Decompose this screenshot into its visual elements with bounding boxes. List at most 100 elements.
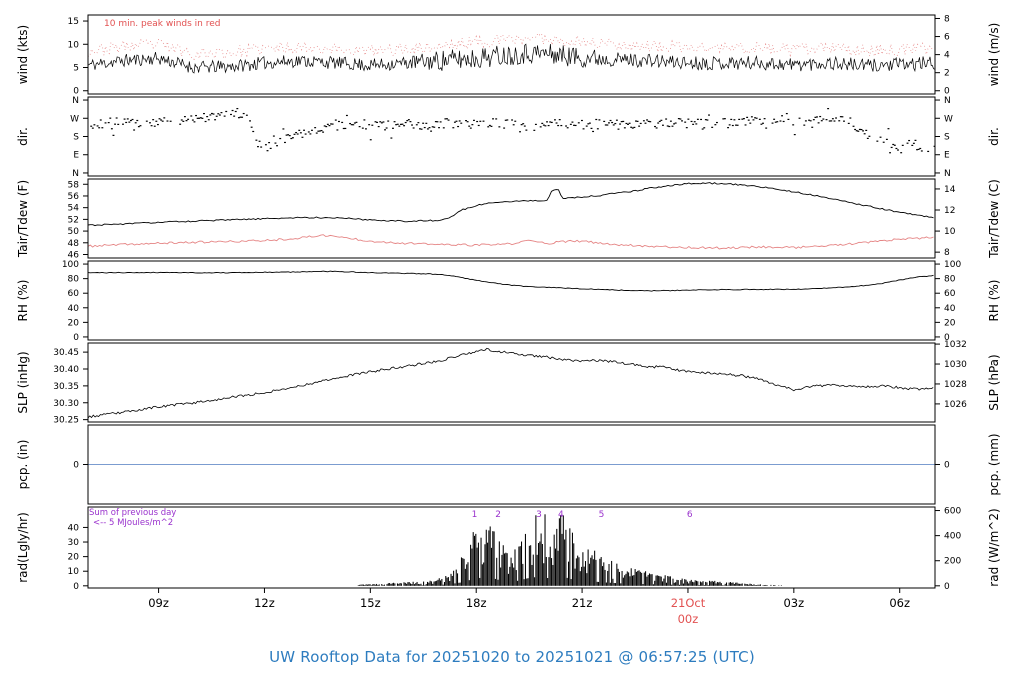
- axis-label-right-pcp: pcp. (mm): [987, 433, 1001, 495]
- dir-dot: [237, 117, 240, 119]
- dir-dot: [897, 149, 899, 151]
- dir-dot: [819, 115, 822, 118]
- dir-dot: [822, 118, 825, 120]
- dir-dot: [609, 119, 612, 122]
- dir-dot: [401, 123, 404, 125]
- ytick-label-right: E: [944, 151, 950, 161]
- dir-dot: [285, 134, 288, 136]
- dir-dot: [700, 118, 703, 121]
- dir-dot: [344, 127, 347, 130]
- dir-dot: [566, 127, 569, 129]
- ytick-label-right: S: [944, 133, 950, 143]
- dir-dot: [387, 120, 390, 122]
- x-tick-label2: 00z: [678, 612, 699, 626]
- ytick-label-left: 0: [73, 333, 79, 343]
- dir-dot: [309, 133, 312, 135]
- dir-dot: [439, 121, 442, 123]
- ytick-label-right: 60: [944, 289, 956, 299]
- dir-dot: [647, 120, 650, 123]
- ytick-label-right: 8: [944, 14, 950, 24]
- dir-dot: [349, 122, 352, 125]
- dir-dot: [322, 131, 325, 133]
- dir-dot: [544, 125, 547, 127]
- dir-dot: [471, 124, 474, 126]
- dir-dot: [382, 121, 385, 123]
- panel-rh: 0 20 40 60 80 100 0 20 40 60 80 100 RH (%) RH (%): [16, 260, 1001, 343]
- dir-dot: [547, 124, 550, 127]
- dir-dot: [911, 144, 914, 146]
- dir-dot: [125, 121, 128, 124]
- dir-dot: [838, 120, 841, 122]
- ytick-label-left: N: [72, 96, 79, 106]
- ytick-label-right: 2: [944, 69, 950, 79]
- dir-dot: [687, 118, 690, 120]
- dir-dot: [245, 114, 248, 116]
- dir-dot: [812, 119, 815, 121]
- dir-dot: [758, 118, 761, 120]
- dir-dot: [350, 124, 353, 126]
- dir-dot: [839, 116, 842, 118]
- dir-dot: [255, 139, 258, 141]
- dir-dot: [592, 130, 595, 133]
- dir-dot: [115, 117, 118, 119]
- dir-dot: [619, 123, 622, 125]
- dir-dot: [112, 134, 115, 136]
- dir-dot: [803, 124, 806, 126]
- dir-dot: [693, 121, 696, 123]
- dir-dot: [901, 144, 904, 146]
- dir-dot: [284, 141, 286, 144]
- dir-dot: [150, 125, 153, 127]
- ytick-label-left: 52: [68, 215, 79, 225]
- dir-dot: [816, 116, 818, 118]
- dir-dot: [569, 123, 572, 125]
- dir-dot: [830, 120, 833, 122]
- dir-dot: [752, 119, 755, 121]
- dir-dot: [893, 144, 896, 146]
- dir-dot: [252, 130, 255, 133]
- dir-dot: [342, 127, 345, 130]
- dir-dot: [690, 120, 693, 123]
- ytick-label-left: 50: [68, 227, 80, 237]
- ytick-label-right: 1026: [944, 400, 967, 410]
- annotation: <-- 5 MJoules/m^2: [93, 518, 173, 528]
- panel-border: [87, 342, 936, 423]
- dir-dot: [696, 118, 699, 120]
- dir-dot: [338, 120, 340, 123]
- dir-dot: [933, 145, 935, 147]
- axis-label-right-rad: rad (W/m^2): [987, 508, 1001, 586]
- panel-border: [87, 96, 936, 177]
- dir-dot: [180, 119, 183, 121]
- dir-dot: [827, 108, 830, 110]
- axis-label-right-rh: RH (%): [987, 280, 1001, 322]
- dir-dot: [137, 126, 140, 128]
- dir-dot: [455, 120, 458, 122]
- dir-dot: [468, 125, 471, 127]
- dir-dot: [114, 123, 116, 125]
- dir-dot: [636, 120, 639, 122]
- dir-dot: [714, 124, 717, 126]
- dir-dot: [755, 117, 758, 119]
- dir-dot: [571, 121, 574, 123]
- dir-dot: [469, 127, 472, 129]
- dir-dot: [399, 123, 402, 125]
- dir-dot: [406, 120, 409, 122]
- dir-dot: [398, 125, 401, 127]
- dir-dot: [781, 115, 784, 117]
- dir-dot: [446, 118, 448, 120]
- panel-border: [87, 260, 936, 341]
- dir-dot: [353, 122, 356, 124]
- dir-dot: [863, 133, 866, 135]
- dir-dot: [425, 122, 428, 124]
- dir-dot: [860, 128, 863, 131]
- ytick-label-right: N: [944, 96, 951, 106]
- dir-dot: [889, 152, 892, 154]
- dir-dot: [539, 126, 542, 128]
- dir-dot: [638, 125, 641, 127]
- ytick-label-left: 58: [68, 180, 80, 190]
- dir-dot: [793, 133, 796, 136]
- dir-dot: [557, 124, 560, 127]
- dir-dot: [750, 116, 753, 118]
- dir-dot: [215, 115, 218, 117]
- dir-dot: [865, 129, 868, 131]
